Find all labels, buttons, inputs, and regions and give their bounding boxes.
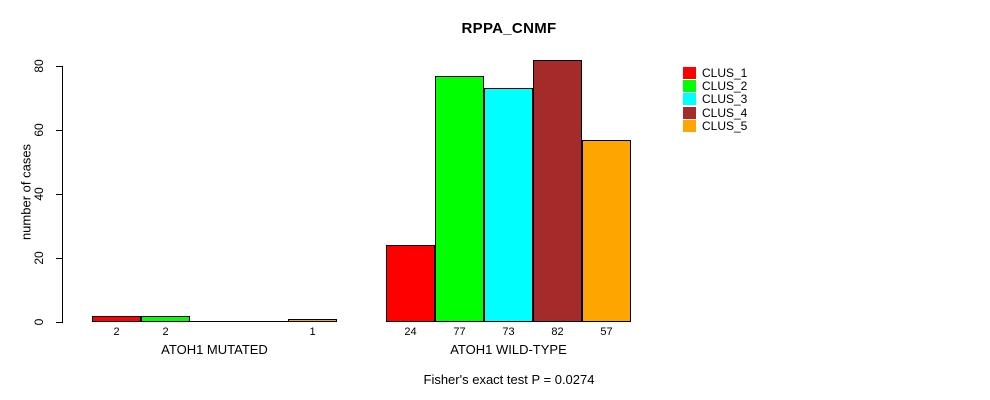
bar-value-label: 77 (453, 326, 466, 338)
legend-label: CLUS_4 (702, 105, 748, 120)
bar-value-label: 82 (551, 326, 564, 338)
legend-label: CLUS_2 (702, 79, 748, 94)
chart-title: RPPA_CNMF (461, 20, 557, 37)
group-label-wildtype: ATOH1 WILD-TYPE (450, 342, 567, 357)
bar-clus_5-group0 (288, 319, 337, 322)
y-axis (62, 66, 63, 323)
group-label-mutated: ATOH1 MUTATED (161, 342, 268, 357)
legend-item: CLUS_3 (683, 93, 747, 106)
y-tick (56, 257, 63, 259)
y-tick-label: 80 (32, 59, 46, 73)
zero-bar-clus_3-group0 (190, 321, 239, 322)
legend: CLUS_1 CLUS_2 CLUS_3 CLUS_4 CLUS_5 (683, 66, 747, 133)
bar-value-label: 73 (502, 326, 515, 338)
bar-value-label: 24 (404, 326, 417, 338)
legend-label: CLUS_3 (702, 92, 748, 107)
bar-clus_3-group1 (484, 88, 533, 322)
legend-swatch-icon (683, 93, 696, 106)
legend-item: CLUS_4 (683, 106, 747, 119)
bar-clus_1-group1 (386, 245, 435, 322)
legend-label: CLUS_5 (702, 119, 748, 134)
bar-clus_4-group1 (533, 60, 582, 322)
y-tick (56, 65, 63, 67)
y-tick (56, 321, 63, 323)
bar-value-label: 2 (113, 326, 120, 338)
legend-item: CLUS_2 (683, 79, 748, 94)
y-tick (56, 129, 63, 131)
legend-label: CLUS_1 (702, 65, 748, 80)
bar-value-label: 2 (162, 326, 169, 338)
y-tick-label: 40 (32, 187, 46, 201)
legend-swatch-icon (683, 106, 696, 119)
bar-clus_2-group0 (141, 316, 190, 322)
y-tick-label: 0 (32, 318, 46, 326)
y-tick (56, 193, 63, 195)
y-tick-label: 60 (32, 123, 46, 137)
legend-swatch-icon (683, 66, 696, 79)
legend-item: CLUS_5 (683, 120, 747, 133)
legend-swatch-icon (683, 120, 696, 133)
bar-clus_2-group1 (435, 76, 484, 322)
y-tick-label: 20 (32, 251, 46, 265)
legend-swatch-icon (683, 80, 696, 93)
bar-clus_5-group1 (582, 140, 631, 322)
statistical-test-note: Fisher's exact test P = 0.0274 (423, 372, 595, 387)
legend-item: CLUS_1 (683, 66, 747, 79)
bar-value-label: 57 (600, 326, 613, 338)
bar-value-label: 1 (309, 326, 316, 338)
zero-bar-clus_4-group0 (239, 321, 288, 322)
bar-clus_1-group0 (92, 316, 141, 322)
